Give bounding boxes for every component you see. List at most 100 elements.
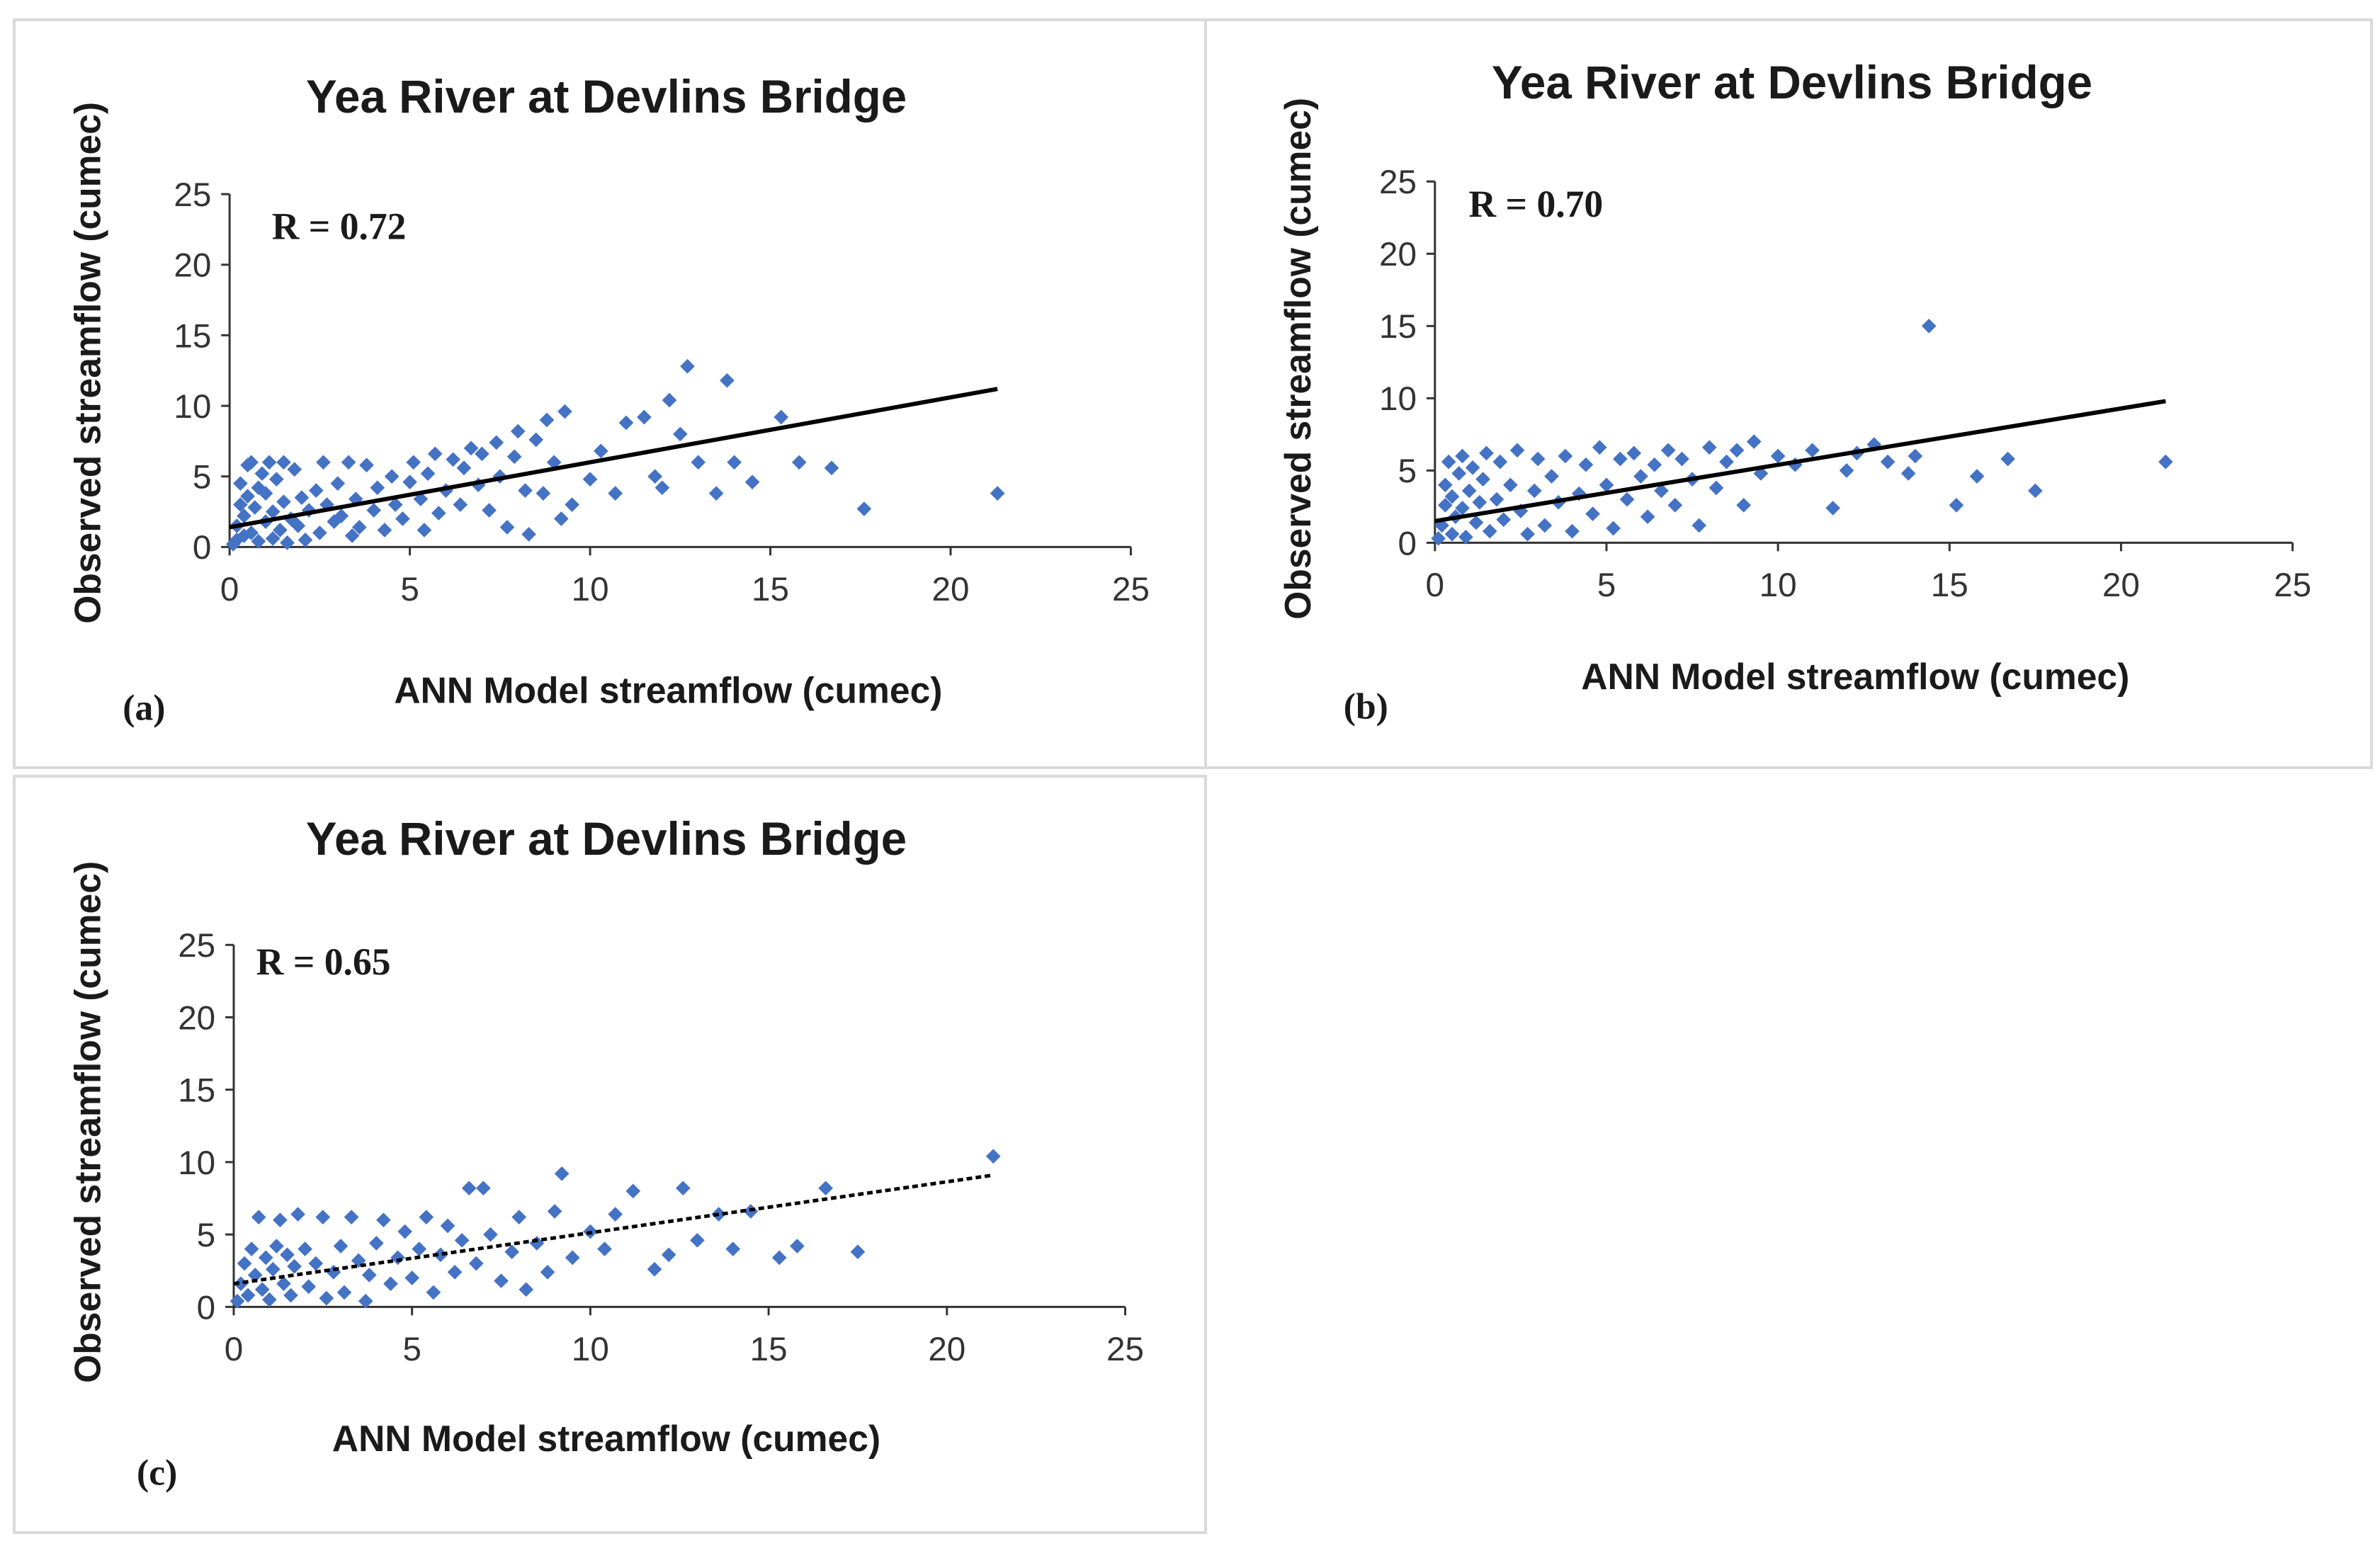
data-point (647, 1261, 662, 1277)
data-point (1489, 491, 1504, 507)
data-point (1746, 434, 1762, 449)
data-point (1770, 448, 1786, 464)
chart-panel-b: Yea River at Devlins Bridge R = 0.70 0 5 1… (1204, 18, 2373, 769)
data-point (1537, 518, 1553, 533)
data-point (708, 486, 724, 501)
data-point (824, 460, 839, 476)
data-point (856, 501, 872, 516)
data-point (294, 490, 310, 505)
data-point (1465, 460, 1480, 475)
data-point (251, 534, 266, 549)
data-point (416, 523, 432, 538)
data-point (1908, 448, 1923, 464)
data-point (287, 462, 302, 477)
data-point (1461, 483, 1477, 499)
data-point (440, 1218, 455, 1234)
data-point (377, 523, 392, 538)
data-point (489, 435, 504, 450)
data-point (427, 446, 443, 462)
x-tick-label: 20 (928, 1331, 965, 1368)
data-point (358, 1293, 373, 1309)
data-point (376, 1212, 391, 1228)
data-point (254, 466, 270, 482)
data-point (397, 1224, 412, 1239)
data-point (261, 1292, 277, 1307)
y-tick-label: 15 (1379, 308, 1417, 346)
x-axis-label: ANN Model streamflow (cumec) (1581, 656, 2129, 697)
trend-line (229, 387, 998, 530)
data-point (1654, 483, 1669, 499)
data-point (369, 1236, 384, 1251)
plot-area: 0 5 10 15 20 25 0 5 10 15 20 25 (178, 927, 1144, 1368)
x-tick-label: 15 (752, 571, 789, 608)
data-point (720, 373, 735, 388)
data-point (540, 1264, 555, 1280)
x-tick-label: 25 (1112, 571, 1150, 608)
data-point (344, 528, 360, 543)
data-point (244, 525, 259, 540)
data-point (298, 533, 313, 547)
data-point (1969, 469, 1985, 484)
y-axis-label: Observed streamflow (cumec) (67, 861, 108, 1383)
data-point (1472, 494, 1488, 510)
data-point (233, 497, 248, 512)
data-point (518, 483, 533, 498)
data-point (1458, 529, 1473, 545)
data-point (637, 409, 652, 425)
data-point (330, 476, 346, 491)
data-point (454, 1232, 470, 1248)
data-point (446, 452, 461, 467)
data-point (240, 1288, 256, 1303)
x-tick-label: 10 (572, 571, 609, 608)
data-point (662, 392, 677, 408)
data-point (494, 1273, 509, 1288)
data-point (680, 358, 695, 374)
data-point (1578, 457, 1594, 472)
data-point (287, 1258, 302, 1274)
data-point (985, 1149, 1001, 1164)
data-point (475, 446, 489, 462)
data-point (510, 424, 526, 439)
data-point (1612, 451, 1628, 467)
data-point (268, 472, 284, 487)
data-point (565, 1250, 580, 1266)
data-point (276, 494, 291, 509)
x-tick-label: 20 (2102, 567, 2140, 604)
data-point (280, 535, 295, 550)
data-point (1692, 518, 1707, 533)
data-point (316, 455, 331, 470)
data-point (1805, 443, 1820, 458)
chart-panel-c: Yea River at Devlins Bridge R = 0.65 0 5 1… (13, 775, 1207, 1534)
data-point (1526, 483, 1542, 499)
data-point (1544, 469, 1559, 484)
y-tick-label: 25 (1379, 164, 1417, 201)
data-point (582, 472, 598, 487)
data-point (319, 1290, 334, 1306)
data-point (387, 497, 403, 512)
data-point (546, 455, 562, 470)
data-point (990, 486, 1005, 501)
data-point (233, 476, 248, 491)
data-point (1479, 445, 1494, 461)
panel-label: (c) (137, 1453, 177, 1493)
data-point (1633, 469, 1648, 484)
data-point (850, 1244, 866, 1260)
data-point (511, 1210, 527, 1224)
data-point (744, 474, 760, 490)
y-tick-label: 10 (1379, 380, 1417, 418)
data-point (261, 455, 277, 470)
data-point (298, 1241, 313, 1256)
data-point (661, 1247, 676, 1263)
x-tick-label: 0 (1426, 567, 1445, 604)
data-point (597, 1241, 612, 1256)
data-point (506, 449, 522, 465)
y-tick-label: 5 (197, 1217, 215, 1254)
data-point (554, 511, 569, 526)
data-point (244, 1241, 259, 1256)
data-point (273, 523, 288, 538)
data-point (1900, 466, 1916, 481)
data-point (1482, 523, 1497, 539)
data-point (528, 432, 544, 448)
chart-panel-a: Yea River at Devlins Bridge R = 0.72 0 5 1… (13, 18, 1218, 769)
chart-title: Yea River at Devlins Bridge (1492, 57, 2092, 108)
